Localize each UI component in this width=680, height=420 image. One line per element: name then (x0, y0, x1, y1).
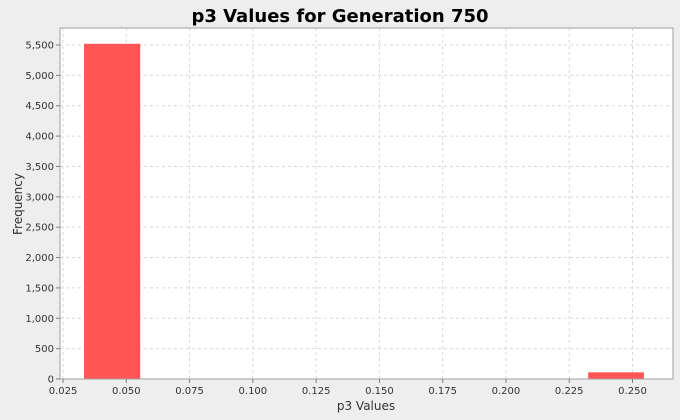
y-tick-label: 4,500 (25, 101, 54, 112)
y-axis-label: Frequency (11, 173, 25, 235)
axes (59, 27, 674, 380)
x-tick-label: 0.075 (175, 386, 204, 397)
y-tick-label: 0 (48, 375, 54, 386)
y-tick-label: 1,500 (25, 283, 54, 294)
y-axis-ticks: 0 500 1,000 1,500 2,000 2,500 3,000 3,500 4,000 4… (25, 41, 60, 386)
y-tick-label: 3,500 (25, 162, 54, 173)
histogram-bar (84, 43, 141, 379)
y-tick-label: 5,500 (25, 41, 54, 52)
grid-lines (60, 28, 673, 379)
chart-title: p3 Values for Generation 750 (191, 6, 488, 27)
x-tick-label: 0.200 (492, 386, 521, 397)
y-tick-label: 2,500 (25, 223, 54, 234)
plot-area (60, 28, 673, 379)
y-tick-label: 4,000 (25, 132, 54, 143)
y-tick-label: 1,000 (25, 314, 54, 325)
x-tick-label: 0.125 (302, 386, 331, 397)
x-tick-label: 0.250 (618, 386, 647, 397)
x-tick-label: 0.050 (112, 386, 141, 397)
x-axis-ticks: 0.025 0.050 0.075 0.100 0.125 0.150 0.175 0.200… (49, 379, 647, 397)
histogram-bar (588, 372, 644, 379)
x-tick-label: 0.025 (49, 386, 78, 397)
x-tick-label: 0.175 (428, 386, 457, 397)
x-tick-label: 0.225 (555, 386, 584, 397)
x-axis-label: p3 Values (337, 399, 395, 413)
y-tick-label: 3,000 (25, 192, 54, 203)
y-tick-label: 500 (35, 344, 54, 355)
x-tick-label: 0.150 (365, 386, 394, 397)
plot-border (59, 27, 674, 380)
y-tick-label: 2,000 (25, 253, 54, 264)
x-tick-label: 0.100 (239, 386, 268, 397)
y-tick-label: 5,000 (25, 71, 54, 82)
bars (84, 43, 644, 379)
